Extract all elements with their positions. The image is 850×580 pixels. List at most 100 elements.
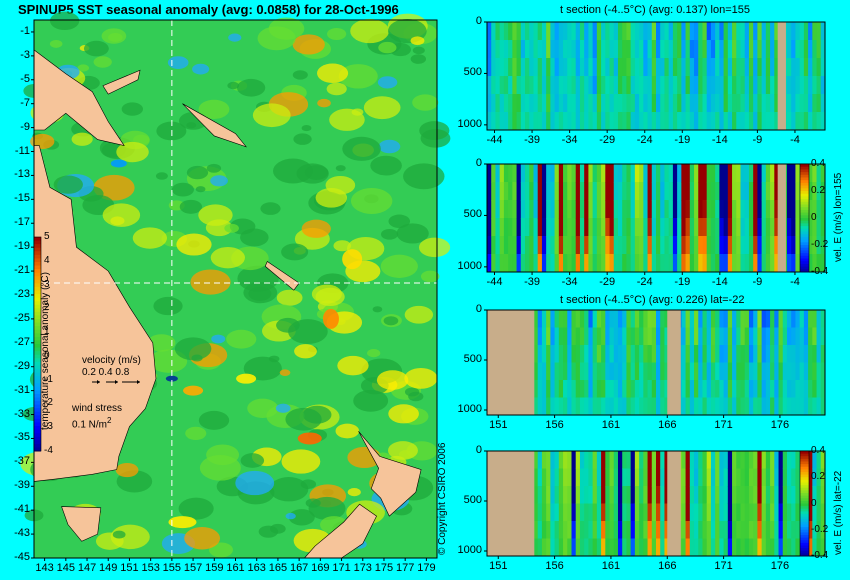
section-cell: [808, 254, 813, 273]
section-cell: [715, 22, 720, 41]
section-cell: [820, 164, 826, 183]
section-cell: [537, 22, 543, 41]
section-cell: [689, 22, 695, 41]
section-colorbar-segment: [800, 548, 809, 552]
section-cell: [791, 538, 796, 557]
section-cell: [647, 94, 653, 113]
section-colorbar-segment: [800, 451, 809, 455]
section-cell: [563, 200, 568, 219]
section-x-tick-label: 171: [714, 419, 733, 431]
section-cell: [706, 310, 712, 328]
section-cell: [723, 538, 729, 557]
section-cell: [753, 218, 758, 237]
section-cell: [634, 112, 640, 131]
section-cell: [516, 76, 522, 95]
section-cell: [554, 164, 560, 183]
section-cell: [651, 486, 657, 504]
section-cell: [579, 58, 585, 77]
section-y-tick-label: 1000: [457, 117, 482, 130]
section-cell: [643, 254, 648, 273]
section-cell: [575, 468, 581, 487]
section-cell: [744, 218, 750, 237]
section-cell: [643, 112, 648, 131]
section-cell: [537, 397, 543, 416]
sst-anomaly-patch: [178, 497, 214, 520]
section-cell: [786, 468, 792, 487]
section-cell: [744, 521, 750, 539]
section-cell: [643, 362, 648, 381]
section-cell: [820, 503, 826, 522]
section-cell: [761, 362, 767, 381]
sst-anomaly-patch: [77, 64, 89, 72]
section-cell: [512, 218, 517, 237]
section-cell: [651, 22, 657, 41]
section-cell: [795, 40, 801, 59]
section-cell: [601, 538, 606, 557]
section-cell: [710, 200, 716, 219]
section-cell: [744, 486, 750, 504]
section-cell: [613, 200, 619, 219]
section-cell: [613, 397, 619, 416]
section-cell: [617, 200, 623, 219]
section-cell: [791, 40, 796, 59]
section-cell: [643, 164, 648, 183]
section-cell: [660, 538, 665, 557]
section-cell: [588, 218, 594, 237]
section-cell: [732, 200, 737, 219]
section-cell: [529, 94, 534, 113]
section-cell: [664, 76, 670, 95]
section-cell: [520, 236, 526, 255]
sst-anomaly-patch: [93, 56, 112, 68]
section-cell: [677, 236, 682, 255]
sst-anomaly-patch: [49, 11, 80, 31]
section-cell: [541, 451, 547, 469]
sst-anomaly-patch: [419, 121, 450, 140]
section-cell: [626, 94, 632, 113]
section-colorbar-segment: [800, 191, 809, 195]
section-cell: [563, 327, 568, 346]
section-cell: [736, 503, 741, 522]
section-cell: [588, 362, 594, 381]
section-cell: [495, 112, 501, 131]
section-cell: [761, 200, 767, 219]
section-cell: [715, 112, 720, 131]
section-cell: [727, 236, 733, 255]
section-cell: [668, 76, 674, 95]
section2-colorbar-label: vel. E (m/s) lon=155: [833, 172, 844, 262]
section-cell: [613, 218, 619, 237]
section-cell: [617, 327, 623, 346]
section-cell: [596, 345, 602, 363]
sst-anomaly-patch: [240, 453, 265, 468]
section-cell: [719, 22, 724, 41]
map-colorbar-tick-label: -1: [44, 373, 53, 385]
section-cell: [808, 380, 813, 398]
section-cell: [605, 236, 610, 255]
section-cell: [706, 397, 712, 416]
section-cell: [520, 22, 526, 41]
section-cell: [617, 468, 623, 487]
section-cell: [609, 380, 615, 398]
section-colorbar-segment: [800, 535, 809, 539]
section-cell: [761, 218, 767, 237]
section-cell: [660, 486, 665, 504]
section-cell: [634, 362, 640, 381]
section-cell: [685, 112, 691, 131]
section-cell: [740, 327, 746, 346]
section-cell: [736, 236, 741, 255]
section-cell: [748, 538, 754, 557]
section-cell: [656, 362, 661, 381]
section-cell: [554, 112, 560, 131]
section-cell: [757, 451, 763, 469]
section-cell: [723, 76, 729, 95]
section-cell: [651, 538, 657, 557]
section-cell: [651, 94, 657, 113]
section-colorbar-segment: [800, 500, 809, 504]
section-cell: [643, 451, 648, 469]
section-cell: [546, 236, 551, 255]
section-cell: [706, 362, 712, 381]
section-cell: [782, 468, 788, 487]
section-x-tick-label: -4: [790, 134, 800, 146]
section-cell: [558, 451, 564, 469]
section-cell: [634, 451, 640, 469]
section-cell: [664, 58, 670, 77]
